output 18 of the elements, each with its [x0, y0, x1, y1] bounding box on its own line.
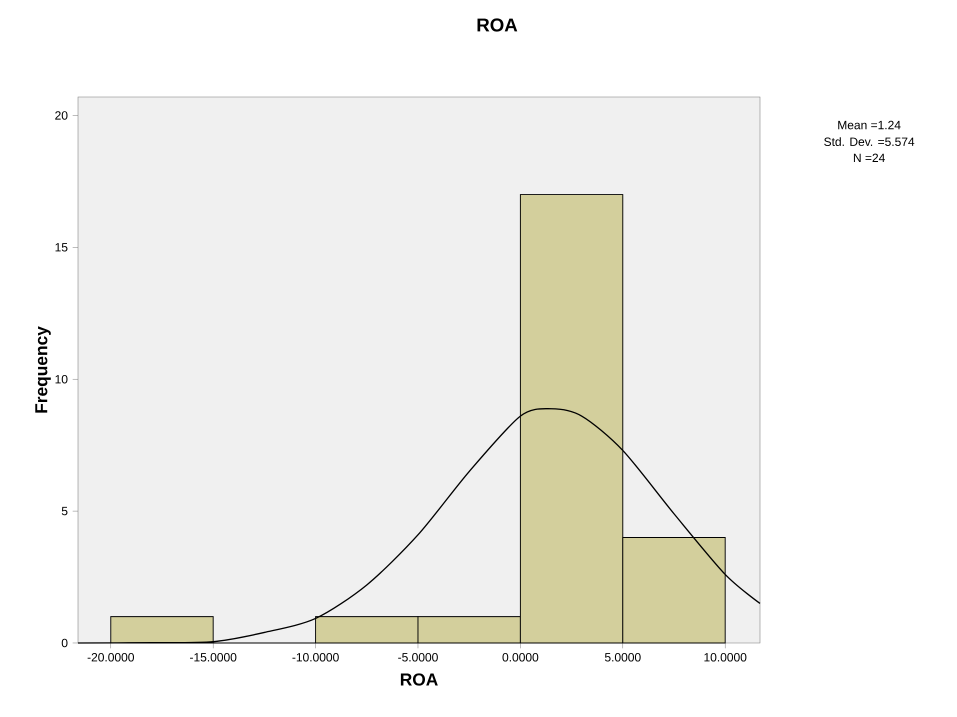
y-tick-label: 20 [55, 111, 68, 120]
x-tick-label: 0.0000 [502, 653, 538, 662]
text: N =24 [854, 154, 885, 162]
x-tick-label: -20.0000 [88, 653, 134, 662]
y-tick-label: 0 [62, 638, 68, 648]
y-tick-label: 10 [56, 374, 68, 384]
y-tick-label: 5 [62, 506, 68, 516]
x-tick-label: 5.0000 [604, 653, 641, 662]
x-tick-label: -5.0000 [398, 653, 438, 662]
x-tick-label: -15.0000 [190, 653, 236, 662]
chart-title: ROA [478, 18, 518, 32]
y-tick-label: 15 [56, 243, 68, 252]
text: Std. Dev. =5.574 [824, 137, 914, 146]
text: Mean =1.24 [838, 120, 901, 130]
y-axis-title: Frequency [35, 326, 51, 413]
x-tick-label: -10.0000 [292, 653, 339, 662]
x-axis-title: ROA [400, 673, 438, 686]
x-tick-label: 10.0000 [704, 653, 746, 662]
